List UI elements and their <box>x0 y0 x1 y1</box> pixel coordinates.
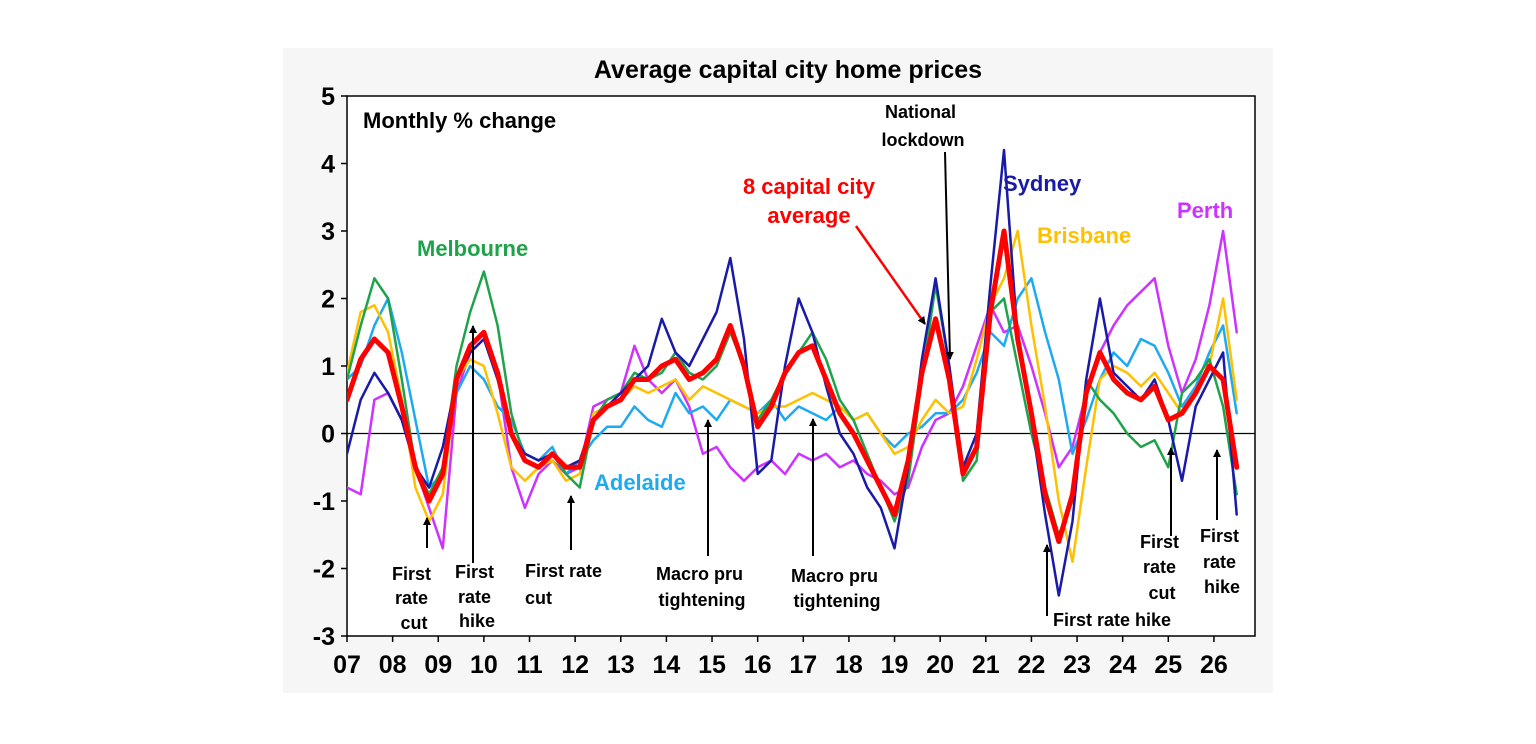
plot-subtitle: Monthly % change <box>363 108 556 133</box>
series-lines <box>347 148 1240 597</box>
x-tick-label: 15 <box>698 651 726 679</box>
x-tick-label: 16 <box>744 651 772 679</box>
melbourne-label: Melbourne <box>417 236 528 261</box>
brisbane-label: Brisbane <box>1037 223 1131 248</box>
x-tick-label: 10 <box>470 651 498 679</box>
arrow-national-lockdown <box>944 151 954 360</box>
line-chart: Average capital city home prices 543210-… <box>313 56 1256 679</box>
average-label-line2: average <box>767 203 850 228</box>
y-tick-label: -1 <box>313 488 335 516</box>
annotation-first-rate-hike-09: First rate hike <box>455 562 499 631</box>
y-tick-label: 0 <box>321 421 335 449</box>
annotation-first-rate-hike-26: First rate hike <box>1200 526 1244 597</box>
x-tick-label: 08 <box>379 651 407 679</box>
y-tick-label: -2 <box>313 556 335 584</box>
adelaide-label: Adelaide <box>594 470 686 495</box>
x-tick-label: 13 <box>607 651 635 679</box>
y-tick-label: 1 <box>321 353 335 381</box>
y-tick-label: 3 <box>321 218 335 246</box>
x-tick-label: 22 <box>1018 651 1046 679</box>
y-tick-label: 4 <box>321 151 335 179</box>
y-axis: 5 4 3 2 1 0 -1 -2 -3 <box>313 83 347 651</box>
annotation-national-lockdown: National lockdown <box>881 102 964 150</box>
x-tick-label: 23 <box>1063 651 1091 679</box>
x-tick-label: 26 <box>1200 651 1228 679</box>
x-tick-label: 12 <box>561 651 589 679</box>
annotation-first-rate-cut-08: First rate cut <box>392 564 436 633</box>
series-line-8-capital-city-average <box>347 228 1240 544</box>
annotation-arrows <box>423 151 1221 616</box>
x-tick-label: 21 <box>972 651 1000 679</box>
y-tick-label: 2 <box>321 286 335 314</box>
annotation-first-rate-cut-11: First rate cut <box>525 561 607 608</box>
y-tick-label: 5 <box>321 83 335 111</box>
average-label-line1: 8 capital city <box>743 174 876 199</box>
perth-label: Perth <box>1177 198 1233 223</box>
chart-title: Average capital city home prices <box>594 56 982 84</box>
average-arrow <box>854 225 927 325</box>
x-tick-label: 17 <box>789 651 817 679</box>
y-tick-label: -3 <box>313 623 335 651</box>
x-tick-label: 14 <box>652 651 680 679</box>
annotation-macro-pru-17: Macro pru tightening <box>791 566 883 611</box>
annotation-macro-pru-14: Macro pru tightening <box>656 564 748 610</box>
x-tick-label: 24 <box>1109 651 1137 679</box>
x-tick-label: 09 <box>424 651 452 679</box>
annotation-first-rate-cut-25: First rate cut <box>1140 532 1184 603</box>
x-tick-label: 20 <box>926 651 954 679</box>
plot-area <box>346 95 1256 637</box>
sydney-label: Sydney <box>1003 171 1082 196</box>
x-axis: 07 08 09 10 11 12 13 14 15 16 17 18 19 20 21 22 23 24 25 26 <box>333 636 1228 679</box>
annotation-first-rate-hike-22: First rate hike <box>1053 610 1171 630</box>
x-tick-label: 25 <box>1154 651 1182 679</box>
x-tick-label: 18 <box>835 651 863 679</box>
x-tick-label: 11 <box>516 651 543 679</box>
x-tick-label: 19 <box>881 651 909 679</box>
series-line-brisbane <box>347 229 1238 564</box>
x-tick-label: 07 <box>333 651 361 679</box>
